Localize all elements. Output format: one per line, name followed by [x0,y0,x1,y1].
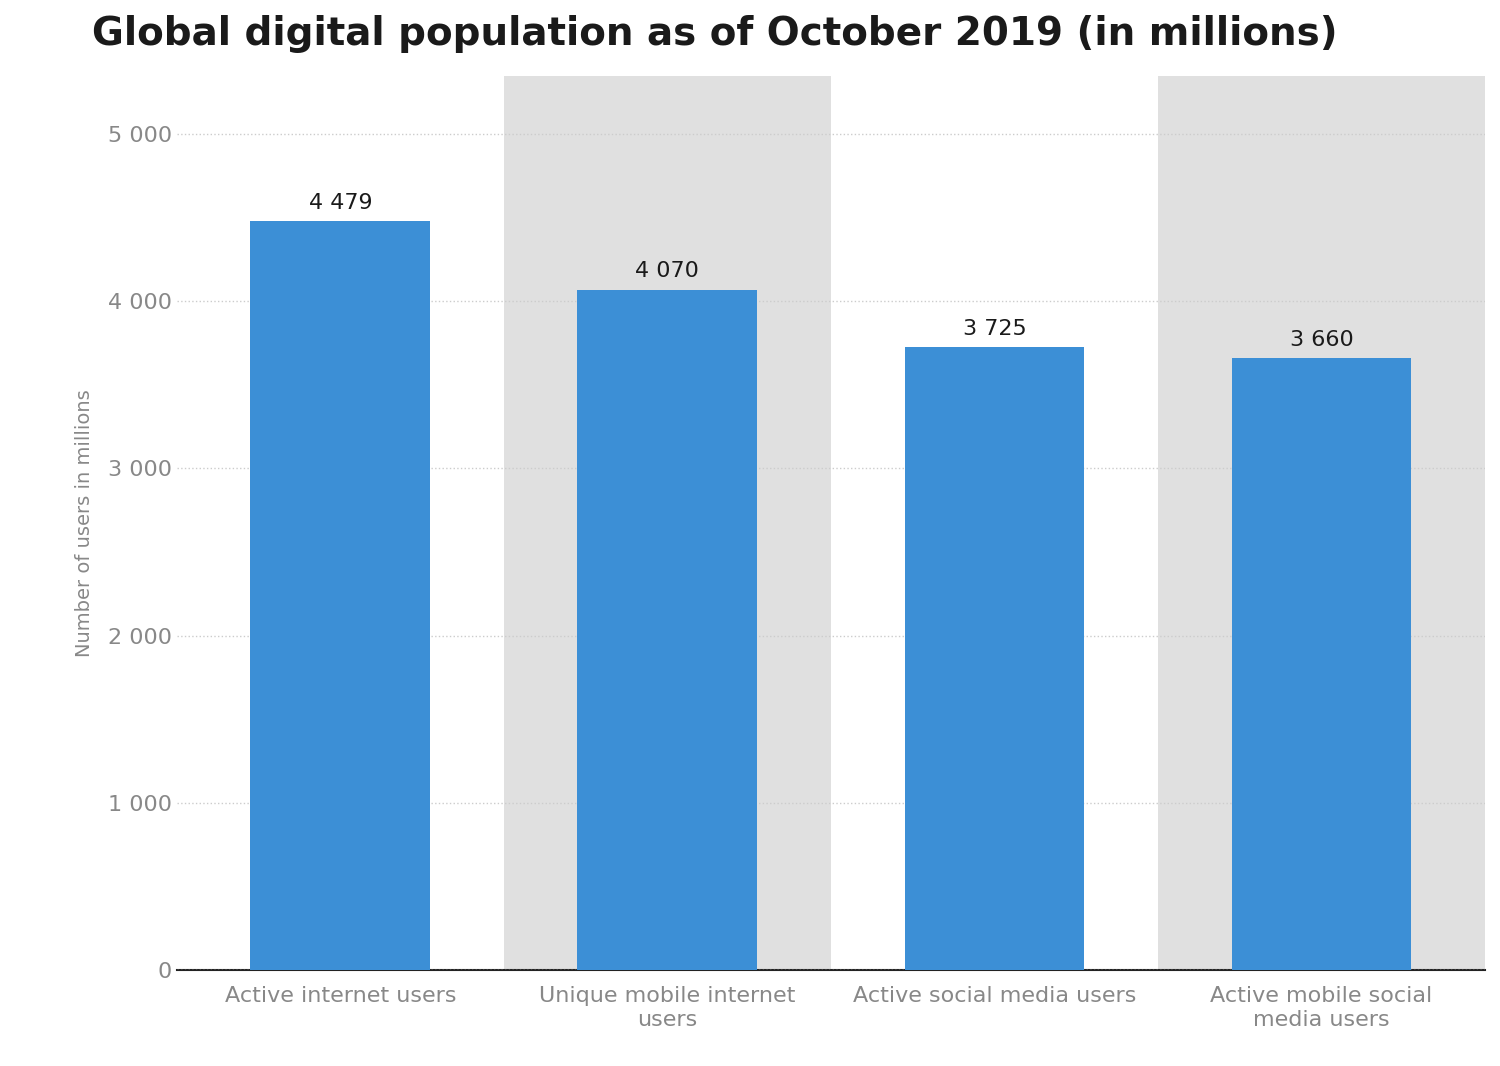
Text: 3 725: 3 725 [963,319,1026,339]
Bar [831,76,1158,970]
Text: 4 479: 4 479 [309,193,372,213]
Bar [177,76,504,970]
Text: 4 070: 4 070 [636,261,699,281]
Bar [251,221,430,970]
Bar [1158,76,1485,970]
Bar [578,290,758,970]
Bar [1232,358,1412,970]
Text: 3 660: 3 660 [1290,329,1353,350]
Text: Global digital population as of October 2019 (in millions): Global digital population as of October … [92,15,1338,53]
Bar [904,348,1084,970]
Y-axis label: Number of users in millions: Number of users in millions [75,389,94,657]
Bar [504,76,831,970]
